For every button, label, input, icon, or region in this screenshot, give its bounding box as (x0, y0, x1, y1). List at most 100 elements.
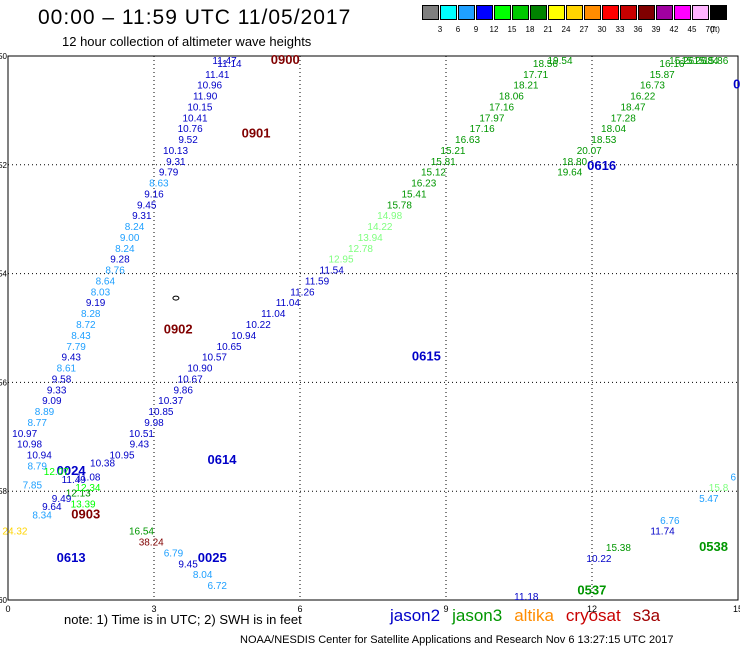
swh-value: 15.26 (681, 56, 706, 67)
swh-value: 6.72 (208, 581, 228, 592)
scale-swatch (548, 5, 565, 20)
pass-label: 0025 (198, 550, 227, 565)
swh-value: 11.74 (650, 527, 675, 538)
swh-value: 8.43 (71, 331, 91, 342)
swh-value: 19.54 (548, 56, 573, 67)
pass-label: 0613 (57, 550, 86, 565)
scale-label: 15 (507, 25, 517, 34)
scale-label: 39 (651, 25, 661, 34)
swh-value: 12.95 (329, 255, 354, 266)
legend-entry: s3a (632, 606, 661, 625)
swh-value: 9.79 (159, 168, 179, 179)
swh-value: 15.21 (440, 146, 465, 157)
pass-label: 0901 (242, 126, 271, 141)
swh-value: 10.94 (231, 331, 256, 342)
scale-swatch (476, 5, 493, 20)
swh-value: 8.61 (57, 364, 77, 375)
swh-value: 6.76 (660, 516, 680, 527)
scale-swatch (584, 5, 601, 20)
swh-value: 9.98 (144, 418, 164, 429)
scale-swatch (656, 5, 673, 20)
swh-value: 9.00 (120, 233, 140, 244)
chart-title: 00:00 – 11:59 UTC 11/05/2017 (38, 6, 352, 29)
pass-label: 0614 (208, 452, 238, 467)
swh-value: 15.78 (387, 200, 412, 211)
swh-value: 11.04 (261, 309, 286, 320)
swh-value: 10.90 (187, 364, 212, 375)
x-tick-label: 12 (587, 604, 597, 614)
scale-label: 27 (579, 25, 589, 34)
swh-value: 9.28 (110, 255, 130, 266)
pass-label: 0537 (577, 583, 606, 598)
swh-value: 8.89 (35, 407, 55, 418)
swh-value: 19.64 (557, 168, 582, 179)
swh-value: 18.53 (591, 135, 616, 146)
scale-swatch (530, 5, 547, 20)
swh-value: 14.98 (377, 211, 402, 222)
y-tick-label: -52 (0, 161, 8, 170)
swh-value: 8.63 (149, 179, 169, 190)
footer-note: note: 1) Time is in UTC; 2) SWH is in fe… (64, 612, 302, 627)
swh-value: 8.64 (96, 276, 116, 287)
swh-value: 11.59 (305, 276, 330, 287)
satellite-legend: jason2 jason3 altika cryosat s3a (390, 606, 672, 626)
swh-value: 15.8 (709, 483, 729, 494)
swh-value: 20.07 (577, 146, 602, 157)
swh-value: 9.64 (42, 502, 62, 513)
swh-value: 8.28 (81, 309, 101, 320)
swh-value: 17.16 (489, 102, 514, 113)
swh-value: 11.54 (320, 266, 345, 277)
swh-value: 17.28 (611, 113, 636, 124)
swh-value: 14.22 (367, 222, 392, 233)
y-tick-label: -60 (0, 596, 8, 605)
swh-value: 10.41 (183, 113, 208, 124)
swh-value: 16.54 (129, 527, 154, 538)
scale-swatch (512, 5, 529, 20)
swh-value: 10.38 (90, 459, 115, 470)
swh-value: 13.39 (71, 500, 96, 511)
legend-entry: altika (514, 606, 554, 625)
swh-value: 7.79 (66, 342, 86, 353)
x-tick-label: 0 (5, 604, 10, 614)
scale-swatch (674, 5, 691, 20)
swh-value: 10.67 (178, 374, 203, 385)
scale-swatch (566, 5, 583, 20)
scale-label: 6 (455, 25, 461, 34)
swh-value: 17.16 (470, 124, 495, 135)
scale-swatch (494, 5, 511, 20)
swh-value: 6.79 (164, 548, 184, 559)
swh-value: 18.21 (513, 81, 538, 92)
scale-swatch (638, 5, 655, 20)
pass-label: 0902 (164, 321, 193, 336)
swh-value: 10.57 (202, 353, 227, 364)
x-tick-label: 15 (733, 604, 740, 614)
scale-label: 21 (543, 25, 553, 34)
swh-value: 6 (730, 472, 736, 483)
scale-label: 30 (597, 25, 607, 34)
scale-label: 33 (615, 25, 625, 34)
swh-value: 9.49 (52, 494, 72, 505)
scale-swatch (458, 5, 475, 20)
x-tick-label: 6 (297, 604, 302, 614)
swh-value: 15.86 (703, 56, 728, 67)
swh-value: 12.78 (348, 244, 373, 255)
scale-swatch (692, 5, 709, 20)
swh-value: 11.49 (62, 475, 87, 486)
pass-label: 0900 (271, 52, 300, 67)
legend-entry: cryosat (565, 606, 621, 625)
scale-label: 24 (561, 25, 571, 34)
swh-value: 8.24 (115, 244, 135, 255)
swh-value: 15.81 (431, 157, 456, 168)
swh-value: 10.94 (27, 451, 52, 462)
chart-subtitle: 12 hour collection of altimeter wave hei… (62, 34, 312, 49)
swh-value: 10.97 (12, 429, 37, 440)
x-tick-label: 3 (151, 604, 156, 614)
swh-value: 9.31 (132, 211, 152, 222)
swh-value: 10.98 (17, 440, 42, 451)
pass-label: 0615 (412, 349, 441, 364)
scale-unit: (ft) (710, 25, 720, 34)
swh-value: 15.41 (402, 189, 427, 200)
scale-label: 3 (437, 25, 443, 34)
